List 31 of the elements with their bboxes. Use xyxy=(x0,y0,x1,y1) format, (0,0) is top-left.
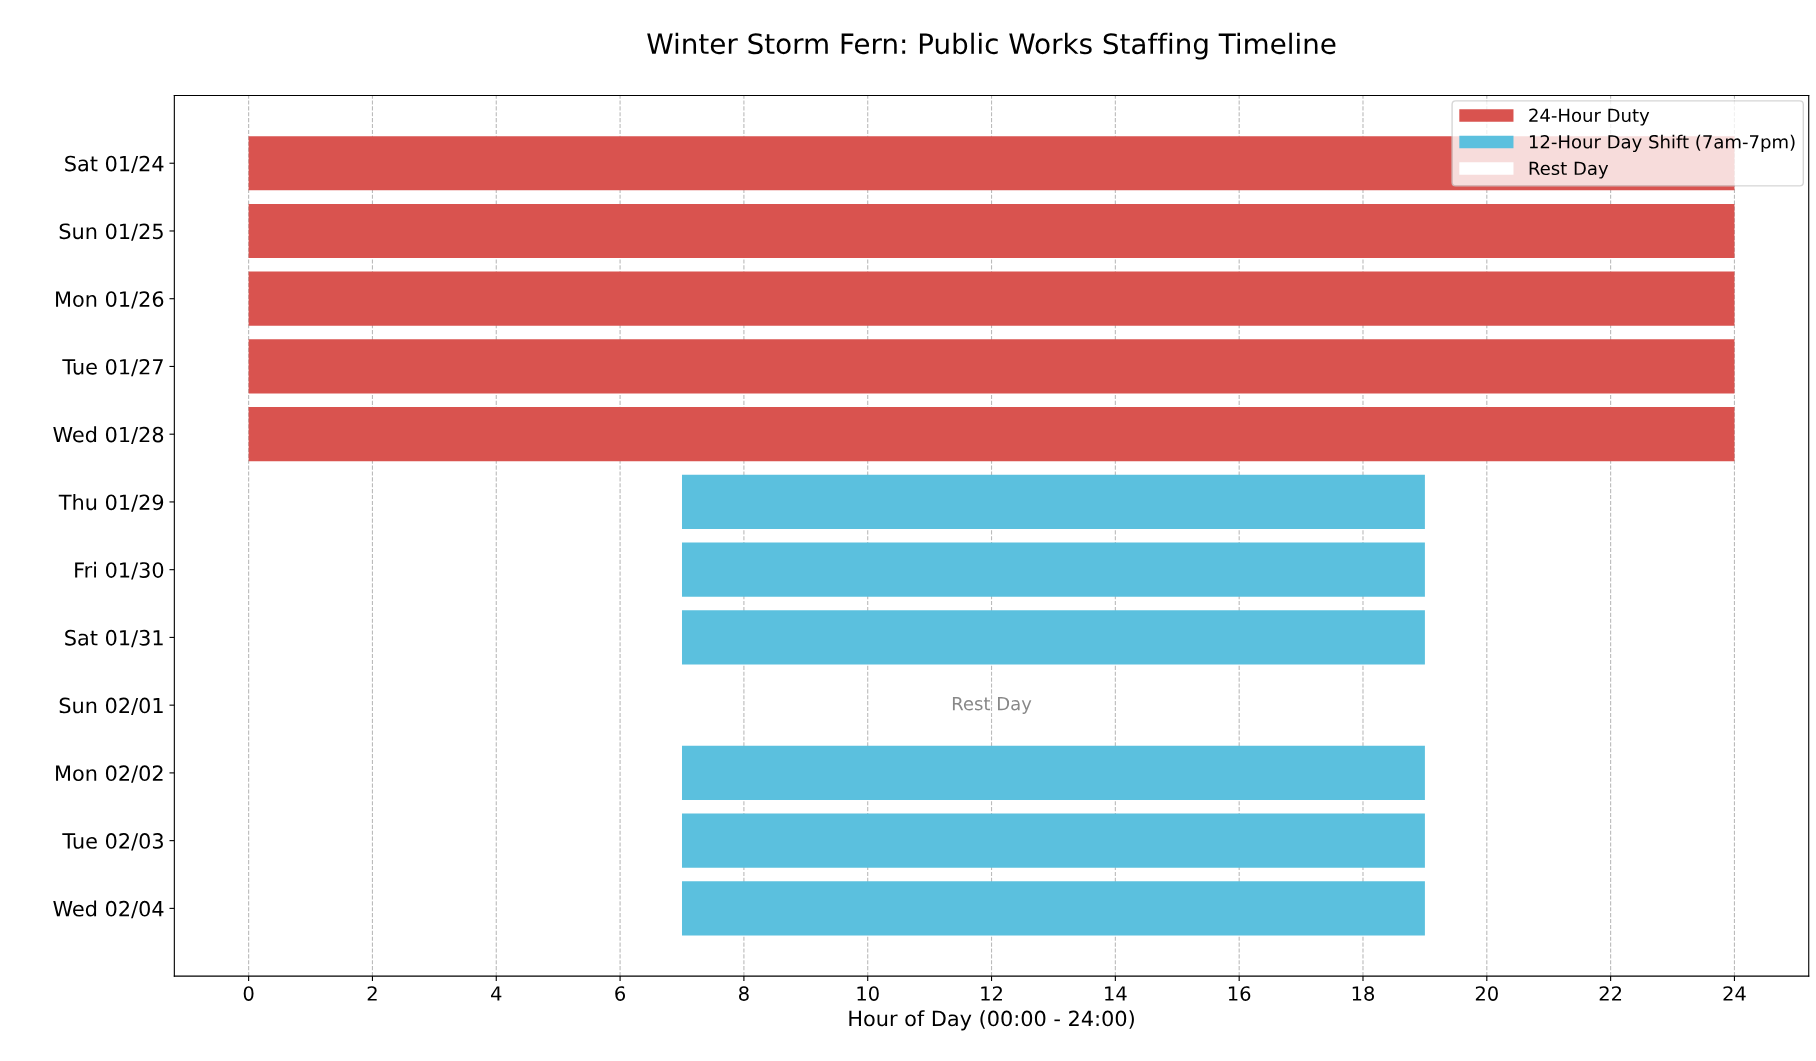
y-tick-label: Sat 01/31 xyxy=(65,629,163,648)
x-tick-label: 18 xyxy=(1352,986,1375,1001)
annotation: Rest Day xyxy=(952,696,1032,714)
y-tick-label: Mon 02/02 xyxy=(56,765,163,783)
x-tick-label: 8 xyxy=(739,986,749,1001)
x-tick-label: 10 xyxy=(857,986,879,1001)
x-tick-label: 14 xyxy=(1105,986,1127,1001)
x-tick-label: 6 xyxy=(615,986,626,1001)
y-tick-label: Mon 01/26 xyxy=(56,291,164,309)
legend-label: 24-Hour Duty xyxy=(1529,108,1650,126)
chart-title: Winter Storm Fern: Public Works Staffing Timeline xyxy=(647,32,1336,60)
x-axis-title: Hour of Day (00:00 - 24:00) xyxy=(849,1010,1134,1031)
x-tick-label: 4 xyxy=(491,986,502,1001)
x-tick-label: 12 xyxy=(981,986,1002,1001)
x-tick-label: 2 xyxy=(367,986,377,1001)
y-tick-label: Tue 01/27 xyxy=(62,358,163,377)
y-tick-label: Wed 02/04 xyxy=(53,900,164,919)
y-tick-label: Sun 01/25 xyxy=(59,223,163,241)
legend-label: 12-Hour Day Shift (7am-7pm) xyxy=(1529,134,1795,153)
y-tick-label: Wed 01/28 xyxy=(53,426,164,445)
x-tick-label: 22 xyxy=(1599,986,1622,1001)
y-tick-label: Sat 01/24 xyxy=(65,155,164,174)
legend-label: Rest Day xyxy=(1529,161,1609,179)
y-tick-label: Tue 02/03 xyxy=(62,833,163,851)
x-tick-label: 24 xyxy=(1723,986,1746,1001)
x-tick-label: 16 xyxy=(1228,986,1251,1001)
y-tick-label: Sun 02/01 xyxy=(59,697,163,716)
x-tick-label: 0 xyxy=(243,986,254,1001)
y-tick-label: Thu 01/29 xyxy=(58,494,164,512)
y-tick-label: Fri 01/30 xyxy=(75,561,164,580)
x-tick-label: 20 xyxy=(1475,986,1498,1001)
